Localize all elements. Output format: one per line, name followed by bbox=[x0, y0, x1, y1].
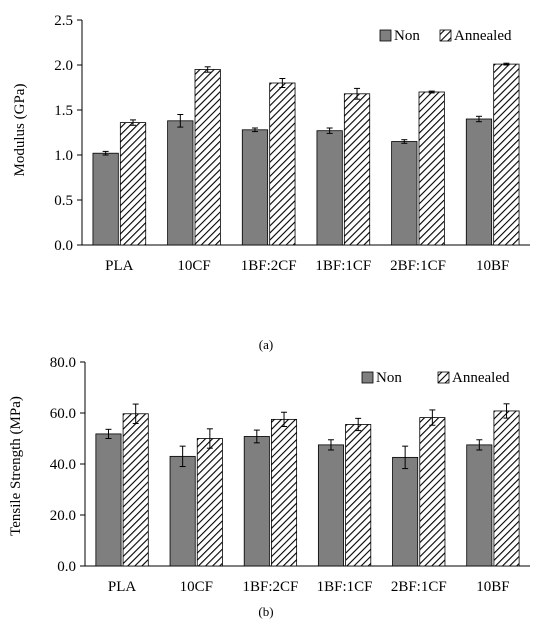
legend-swatch-annealed bbox=[437, 371, 450, 384]
bar-annealed bbox=[196, 438, 223, 567]
y-tick-label: 60.0 bbox=[50, 406, 76, 422]
x-tick-label: 2BF:1CF bbox=[390, 258, 446, 274]
y-tick-label: 20.0 bbox=[50, 508, 76, 524]
x-tick-label: 10CF bbox=[180, 579, 213, 595]
bar-non bbox=[392, 456, 419, 567]
x-tick-label: PLA bbox=[105, 258, 134, 274]
bar-non bbox=[169, 455, 196, 567]
bar-annealed bbox=[493, 63, 520, 246]
bar-non bbox=[465, 118, 493, 246]
y-axis-label: Tensile Strength (MPa) bbox=[8, 396, 24, 536]
legend-label-annealed: Annealed bbox=[452, 370, 510, 386]
chart-panel-a: Modulus (GPa) 0.0 0.5 1.0 1.5 2.0 2.5 PLA 10CF 1… bbox=[12, 13, 530, 352]
bar-annealed bbox=[345, 424, 372, 567]
bar-non bbox=[243, 436, 270, 567]
legend-swatch-non bbox=[361, 371, 374, 384]
bar-annealed bbox=[418, 91, 445, 246]
x-tick-label: PLA bbox=[108, 579, 137, 595]
legend-swatch-annealed bbox=[439, 29, 452, 42]
bar-annealed bbox=[493, 410, 520, 567]
y-tick-label: 2.0 bbox=[54, 58, 73, 74]
bar-annealed bbox=[122, 413, 149, 567]
y-tick-label: 2.5 bbox=[54, 13, 73, 29]
x-tick-label: 1BF:2CF bbox=[241, 258, 297, 274]
bar-non bbox=[466, 444, 493, 567]
y-tick-label: 1.0 bbox=[54, 148, 73, 164]
bar-annealed bbox=[419, 417, 446, 567]
x-tick-label: 1BF:1CF bbox=[317, 579, 373, 595]
y-tick-label: 80.0 bbox=[50, 355, 76, 371]
bar-non bbox=[241, 129, 269, 246]
x-tick-label: 10BF bbox=[476, 258, 509, 274]
legend-label-non: Non bbox=[376, 370, 402, 386]
bar-non bbox=[92, 152, 119, 246]
x-tick-label: 10CF bbox=[177, 258, 210, 274]
y-axis-label: Modulus (GPa) bbox=[12, 84, 28, 177]
y-tick-label: 0.0 bbox=[54, 238, 73, 254]
bar-annealed bbox=[343, 93, 371, 246]
x-tick-label: 1BF:1CF bbox=[315, 258, 371, 274]
bar-non bbox=[95, 433, 122, 567]
y-tick-label: 40.0 bbox=[50, 457, 76, 473]
legend: Non Annealed bbox=[379, 28, 512, 44]
legend-swatch-non bbox=[379, 29, 392, 42]
bar-non bbox=[391, 141, 418, 246]
bar-annealed bbox=[119, 122, 147, 246]
plot-area: 0.0 0.5 1.0 1.5 2.0 2.5 PLA 10CF 1BF:2CF 1BF:1CF 2… bbox=[54, 13, 530, 274]
bar-non bbox=[317, 444, 344, 567]
panel-label: (a) bbox=[259, 337, 273, 352]
bar-annealed bbox=[271, 418, 298, 567]
x-tick-label: 10BF bbox=[476, 579, 509, 595]
chart-panel-b: Tensile Strength (MPa) 0.0 20.0 40.0 60.0 80… bbox=[8, 355, 530, 619]
legend-label-non: Non bbox=[394, 28, 420, 44]
legend-label-annealed: Annealed bbox=[454, 28, 512, 44]
bar-non bbox=[167, 120, 194, 246]
x-tick-label: 2BF:1CF bbox=[391, 579, 447, 595]
plot-area: 0.0 20.0 40.0 60.0 80.0 PLA 10CF 1BF:2CF 1BF:1CF… bbox=[50, 355, 530, 595]
y-tick-label: 1.5 bbox=[54, 103, 73, 119]
bar-non bbox=[316, 130, 343, 246]
y-tick-label: 0.5 bbox=[54, 193, 73, 209]
x-tick-label: 1BF:2CF bbox=[242, 579, 298, 595]
y-tick-label: 0.0 bbox=[57, 559, 76, 575]
legend: Non Annealed bbox=[361, 370, 510, 386]
panel-label: (b) bbox=[258, 604, 273, 619]
bar-annealed bbox=[194, 69, 221, 246]
bar-annealed bbox=[269, 82, 296, 246]
